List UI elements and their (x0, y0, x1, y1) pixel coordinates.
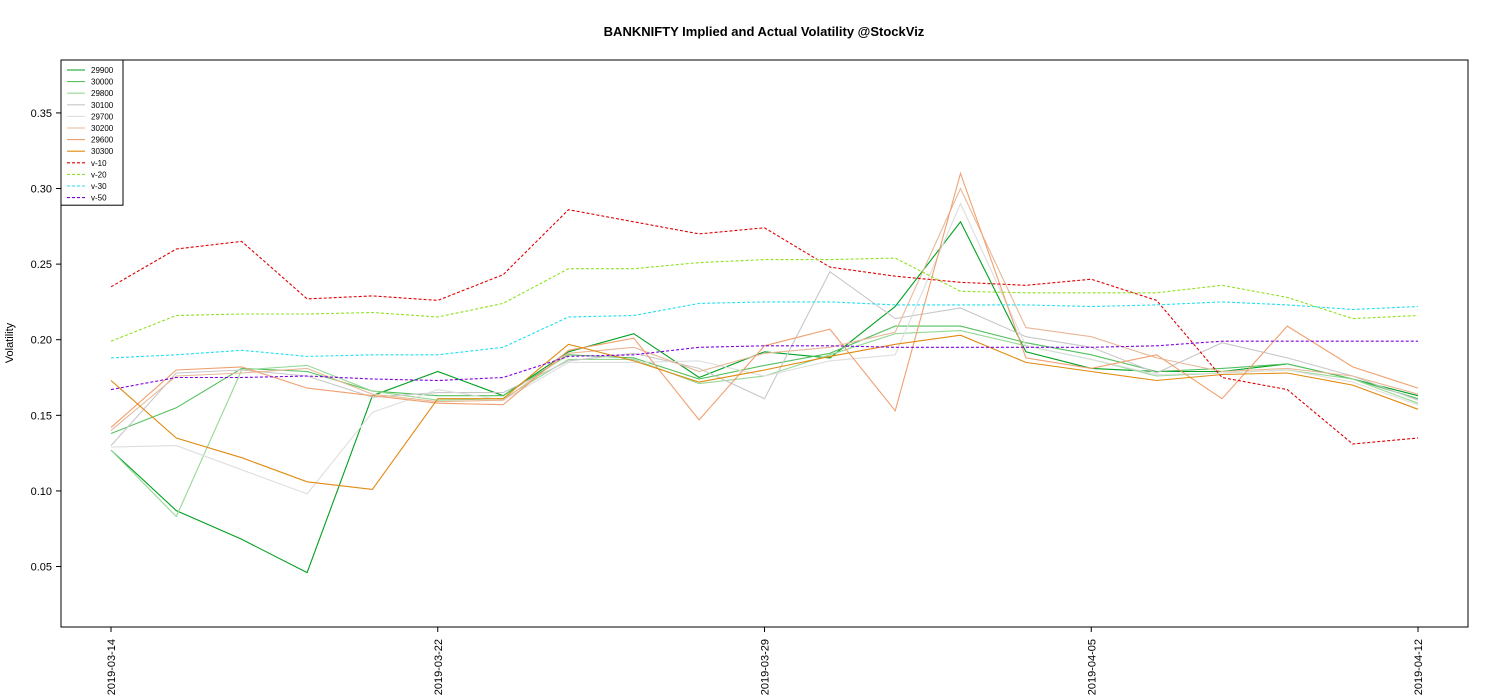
x-tick-label: 2019-03-14 (106, 639, 118, 695)
y-tick-label: 0.05 (31, 562, 52, 574)
legend-entry-label: 30100 (91, 101, 114, 110)
axis-layer: 0.05 0.10 0.15 0.20 0.25 0.30 0.35 2019-03-14 20… (31, 108, 1425, 695)
series-line-30200 (110, 187, 1419, 431)
series-line-29900 (110, 220, 1419, 574)
legend-entry-label: v-30 (91, 182, 107, 191)
legend-entry-label: 30000 (91, 78, 114, 87)
legend-entry-label: 29700 (91, 112, 114, 121)
series-line-v-10 (110, 209, 1419, 445)
legend-entry-label: v-20 (91, 170, 107, 179)
series-line-30100 (110, 270, 1419, 446)
series-line-v-20 (110, 257, 1419, 342)
legend-entry-label: v-10 (91, 159, 107, 168)
series-line-29700 (110, 202, 1419, 495)
series-line-v-30 (110, 301, 1419, 359)
x-tick-label: 2019-04-12 (1413, 639, 1425, 695)
legend-entry-label: 29600 (91, 136, 114, 145)
y-tick-label: 0.30 (31, 184, 52, 196)
chart-title: BANKNIFTY Implied and Actual Volatility … (604, 24, 925, 39)
y-tick-label: 0.10 (31, 486, 52, 498)
series-line-30300 (110, 334, 1419, 490)
series-layer (110, 171, 1419, 574)
y-tick-label: 0.15 (31, 410, 52, 422)
legend-entry-label: 29800 (91, 89, 114, 98)
y-tick-label: 0.25 (31, 259, 52, 271)
legend-entry-label: 30300 (91, 147, 114, 156)
x-tick-label: 2019-04-05 (1086, 639, 1098, 695)
y-axis-label: Volatility (4, 322, 16, 363)
plot-frame (60, 59, 1469, 628)
series-line-29800 (110, 330, 1419, 518)
legend-box (60, 59, 124, 206)
x-tick-label: 2019-03-22 (433, 639, 445, 695)
y-tick-label: 0.20 (31, 335, 52, 347)
legend-entry-label: v-50 (91, 194, 107, 203)
legend-entry-label: 30200 (91, 124, 114, 133)
x-tick-label: 2019-03-29 (760, 639, 772, 695)
legend-entry-label: 29900 (91, 66, 114, 75)
series-line-29600 (110, 171, 1419, 428)
y-tick-label: 0.35 (31, 108, 52, 120)
legend: 29900 30000 29800 30100 29700 30200 29600 30300… (60, 59, 124, 206)
series-line-30000 (110, 325, 1419, 435)
